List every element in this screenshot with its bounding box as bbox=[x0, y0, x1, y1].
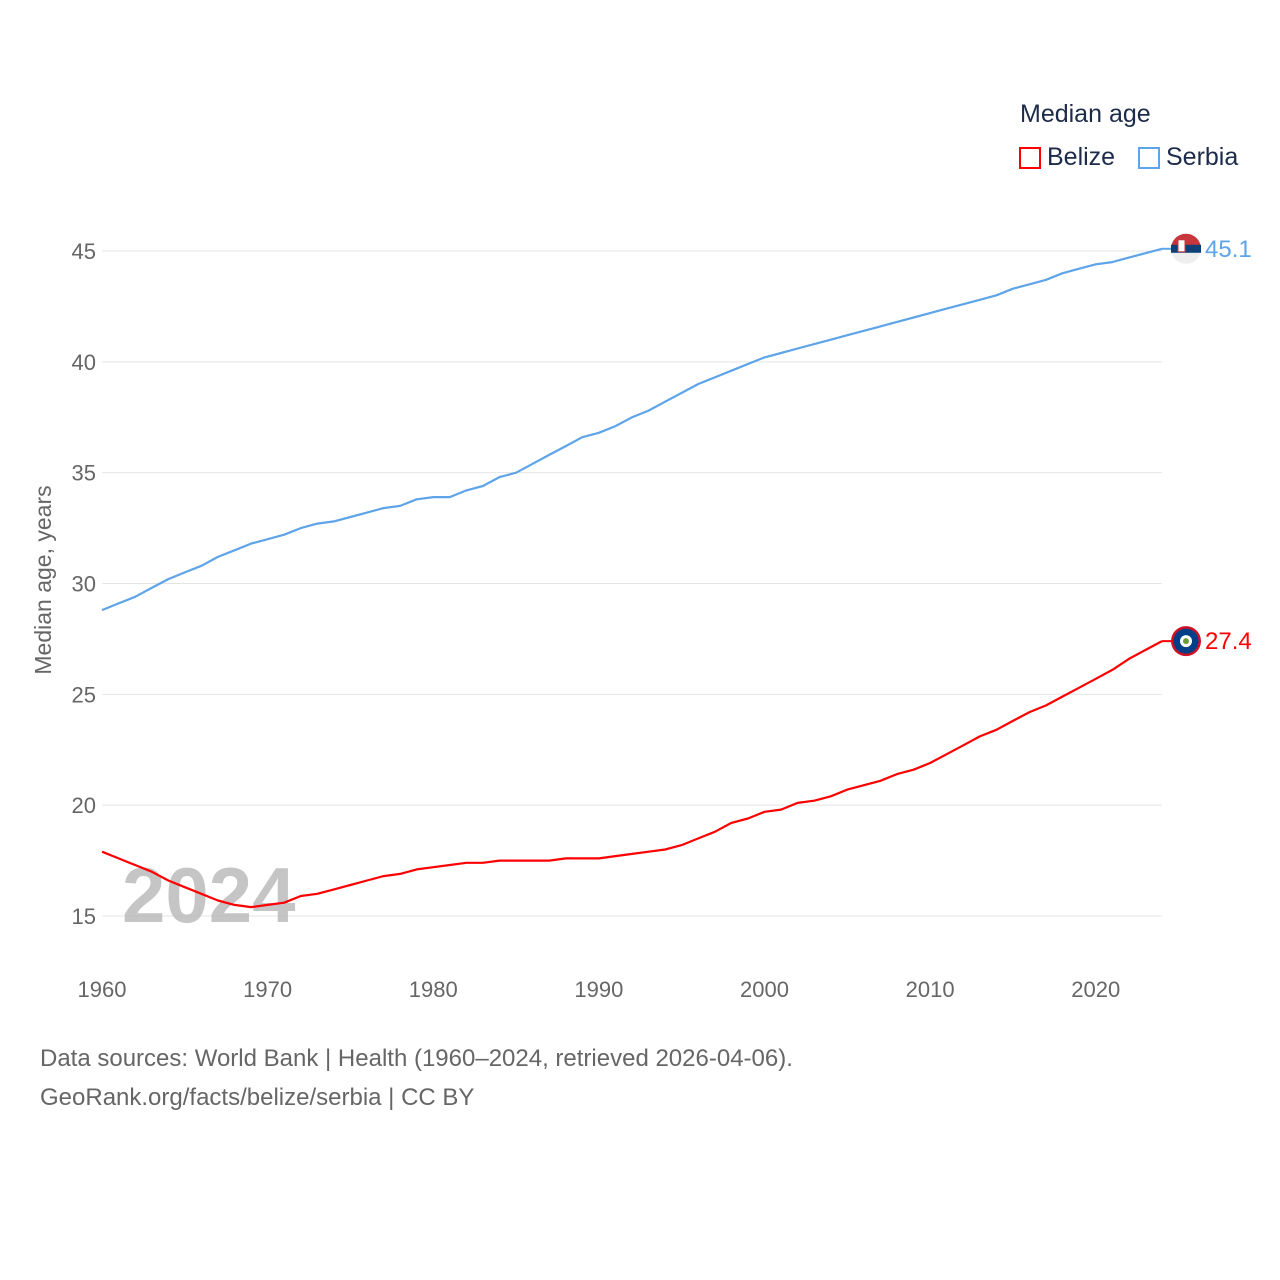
series-line-serbia bbox=[101, 247, 1163, 612]
legend-swatch-serbia bbox=[1138, 146, 1160, 169]
end-value-label-belize: 27.4 bbox=[1205, 628, 1252, 655]
x-tick-label: 1980 bbox=[409, 977, 458, 1002]
x-tick-label: 1970 bbox=[243, 977, 292, 1002]
grid: 15 20 25 30 35 40 45 1960 1970 1980 1990 2000 2010 20… bbox=[72, 239, 1162, 1002]
x-tick-label: 1960 bbox=[78, 977, 127, 1002]
year-watermark: 2024 bbox=[122, 851, 296, 939]
y-axis-label: Median age, years bbox=[30, 485, 56, 674]
x-tick-label: 1990 bbox=[574, 977, 623, 1002]
legend-swatch-belize bbox=[1019, 146, 1041, 169]
flag-serbia-icon bbox=[1171, 233, 1201, 264]
end-value-label-serbia: 45.1 bbox=[1205, 236, 1252, 263]
series-lines bbox=[101, 247, 1163, 909]
y-tick-label: 20 bbox=[72, 793, 96, 818]
x-tick-label: 2010 bbox=[906, 977, 955, 1002]
legend-item-serbia[interactable]: Serbia bbox=[1138, 143, 1238, 172]
y-tick-label: 35 bbox=[72, 461, 96, 486]
y-tick-label: 30 bbox=[72, 572, 96, 597]
legend-label-belize: Belize bbox=[1047, 143, 1116, 171]
legend-title: Median age bbox=[1020, 100, 1151, 128]
x-tick-label: 2000 bbox=[740, 977, 789, 1002]
legend-item-belize[interactable]: Belize bbox=[1019, 143, 1115, 172]
data-source-text: Data sources: World Bank | Health (1960–… bbox=[40, 1045, 793, 1072]
y-tick-label: 25 bbox=[72, 682, 96, 707]
y-tick-label: 45 bbox=[72, 239, 96, 264]
attribution-link[interactable]: GeoRank.org/facts/belize/serbia | CC BY bbox=[40, 1084, 475, 1111]
y-tick-label: 15 bbox=[72, 904, 96, 929]
x-tick-label: 2020 bbox=[1071, 977, 1120, 1002]
end-markers: 27.4 45.1 bbox=[1162, 233, 1252, 657]
flag-belize-icon bbox=[1171, 626, 1201, 657]
legend-label-serbia: Serbia bbox=[1166, 143, 1239, 171]
y-tick-label: 40 bbox=[72, 350, 96, 375]
series-line-belize bbox=[101, 640, 1163, 909]
